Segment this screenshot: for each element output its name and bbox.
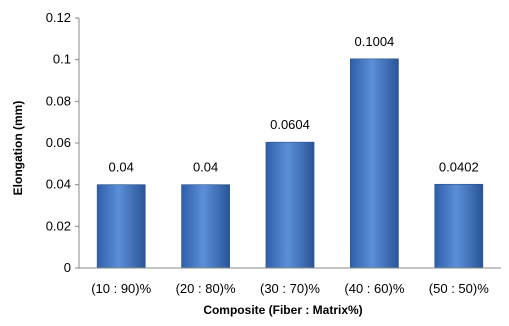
x-axis-title: Composite (Fiber : Matrix%) [203,303,362,317]
x-tick-label: (40 : 60)% [344,281,404,296]
data-label: 0.04 [109,160,134,175]
y-tick-label: 0.02 [46,218,71,233]
data-label: 0.1004 [355,34,395,49]
y-tick-label: 0.1 [53,52,71,67]
y-tick-label: 0.06 [46,135,71,150]
x-axis: (10 : 90)% (20 : 80)% (30 : 70)% (40 : 60)%… [79,267,501,296]
y-axis-title: Elongation (mm) [11,101,25,196]
bar [350,58,399,269]
bar [181,184,230,269]
bar [265,141,315,269]
data-label: 0.0402 [439,159,479,174]
bar [96,184,146,269]
bar [434,183,484,269]
y-tick-label: 0.12 [46,10,71,25]
data-label: 0.0604 [270,117,310,132]
x-tick-label: (30 : 70)% [260,281,320,296]
x-tick-label: (50 : 50)% [429,281,489,296]
x-tick-label: (10 : 90)% [91,281,151,296]
y-axis: 0 0.02 0.04 0.06 0.08 0.1 0.12 [46,10,80,275]
y-tick-label: 0 [64,260,71,275]
y-tick-label: 0.04 [46,177,71,192]
x-tick-label: (20 : 80)% [176,281,236,296]
y-tick-label: 0.08 [46,93,71,108]
bars: 0.04 0.04 0.0604 0.1004 0.0402 [96,34,484,269]
data-label: 0.04 [193,160,218,175]
